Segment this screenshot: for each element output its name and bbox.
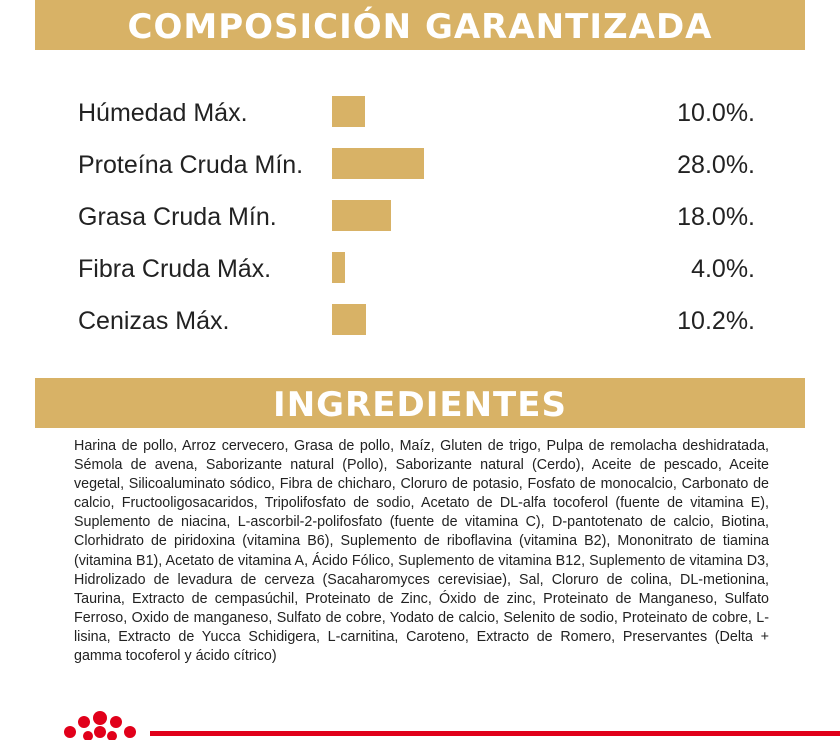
nutrient-label: Proteína Cruda Mín. <box>78 151 304 179</box>
composition-row: Grasa Cruda Mín. 18.0%. <box>0 194 840 246</box>
nutrient-value: 10.2%. <box>677 307 755 335</box>
composition-row: Proteína Cruda Mín. 28.0%. <box>0 142 840 194</box>
ingredients-text: Harina de pollo, Arroz cervecero, Grasa … <box>74 438 769 665</box>
nutrient-value: 28.0%. <box>677 151 755 179</box>
nutrient-value: 18.0%. <box>677 203 755 231</box>
nutrient-bar <box>332 304 366 335</box>
nutrient-value: 10.0%. <box>677 99 755 127</box>
composition-row: Cenizas Máx. 10.2%. <box>0 298 840 350</box>
composition-row: Húmedad Máx. 10.0%. <box>0 90 840 142</box>
nutrient-bar <box>332 96 365 127</box>
nutrient-label: Húmedad Máx. <box>78 99 248 127</box>
nutrient-value: 4.0%. <box>691 255 755 283</box>
nutrient-bar <box>332 200 392 231</box>
ingredients-title: INGREDIENTES <box>35 378 805 428</box>
composition-title: COMPOSICIÓN GARANTIZADA <box>35 0 805 50</box>
nutrient-label: Cenizas Máx. <box>78 307 230 335</box>
nutrient-bar <box>332 148 425 179</box>
footer-logo <box>64 711 840 740</box>
composition-row: Fibra Cruda Máx. 4.0%. <box>0 246 840 298</box>
nutrient-label: Grasa Cruda Mín. <box>78 203 277 231</box>
nutrient-label: Fibra Cruda Máx. <box>78 255 272 283</box>
nutrient-bar <box>332 252 346 283</box>
